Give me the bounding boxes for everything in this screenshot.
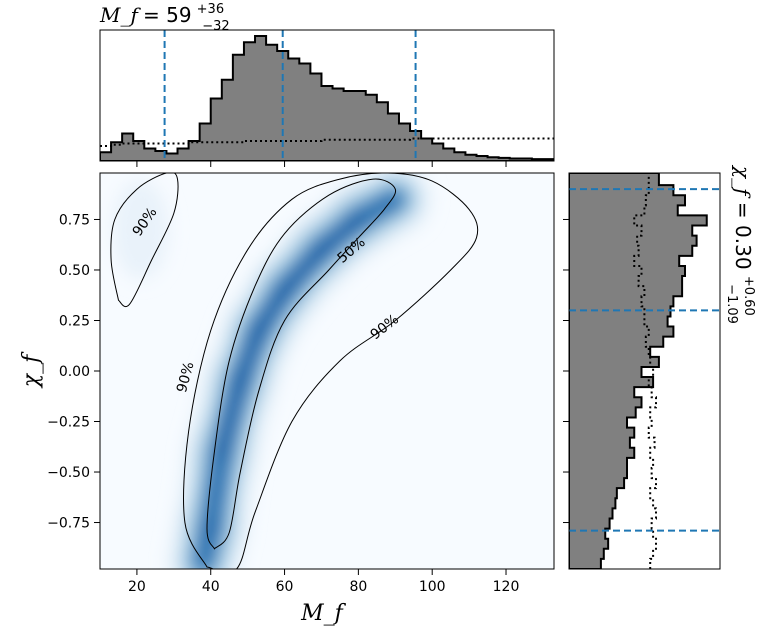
right-marginal-title: χ_f = 0.30 +0.60 −1.09 — [724, 164, 764, 324]
x-tick-label: 120 — [493, 579, 520, 595]
x-tick-label: 100 — [419, 579, 446, 595]
heat-band — [278, 243, 328, 297]
top-prior-histogram — [100, 137, 554, 147]
x-axis-ticks: 20 40 60 80 100 120 — [128, 569, 519, 595]
top-marginal-ticks — [136, 161, 507, 167]
right-posterior-histogram — [569, 173, 708, 569]
top-marginal-panel — [99, 29, 555, 167]
contour-90pct-2 — [110, 173, 179, 308]
joint-contours — [110, 173, 479, 569]
svg-text:χ_f = 0.30: χ_f = 0.30 +0.60 −1.09 — [724, 164, 764, 324]
y-tick-label: −0.25 — [47, 415, 90, 431]
heat-band — [234, 324, 265, 388]
contour-label: 90% — [174, 360, 198, 394]
x-tick-label: 40 — [202, 579, 220, 595]
y-axis-label: χ_f — [19, 351, 44, 389]
y-axis-ticks: −0.75 −0.50 −0.25 0.00 0.25 0.50 0.75 — [47, 212, 100, 532]
joint-panel: 90%50%90%90% 20 40 60 80 100 120 −0.75−0.50−0… — [47, 172, 555, 595]
contour-90pct-1 — [183, 173, 479, 569]
heat-band — [215, 375, 247, 458]
heat-band — [252, 284, 291, 337]
right-marginal-ticks — [563, 218, 569, 524]
right-prior-histogram — [633, 173, 657, 569]
heat-band — [204, 445, 228, 535]
right-marginal-panel — [563, 172, 721, 570]
y-tick-label: 0.75 — [59, 212, 90, 228]
y-tick-label: −0.75 — [47, 516, 90, 532]
x-tick-label: 20 — [128, 579, 146, 595]
joint-density-heatmap — [112, 173, 431, 569]
heat-band — [315, 213, 365, 256]
right-marginal-histogram — [569, 173, 720, 569]
x-axis-label: M_f — [300, 601, 347, 626]
x-tick-label: 80 — [349, 579, 367, 595]
y-tick-label: −0.50 — [47, 465, 90, 481]
y-tick-label: 0.25 — [59, 313, 90, 329]
x-tick-label: 60 — [276, 579, 294, 595]
top-marginal-histogram — [100, 30, 554, 161]
top-marginal-title: M_f = 59 +36 −32 — [99, 0, 230, 34]
y-tick-label: 0.00 — [59, 364, 90, 380]
top-marginal-frame — [99, 29, 555, 162]
contour-50pct-0 — [206, 178, 397, 550]
y-tick-label: 0.50 — [59, 263, 90, 279]
top-posterior-histogram — [100, 35, 554, 161]
